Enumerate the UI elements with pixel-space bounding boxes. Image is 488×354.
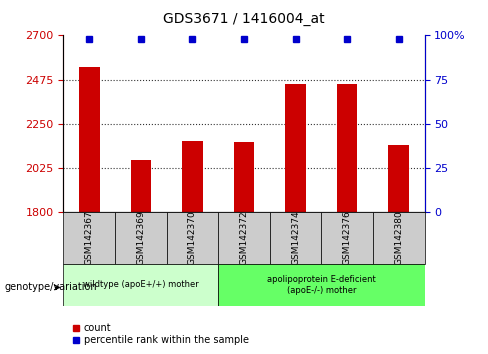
- Bar: [182, 141, 203, 212]
- Text: GSM142374: GSM142374: [291, 211, 300, 266]
- Bar: [285, 84, 306, 212]
- Text: genotype/variation: genotype/variation: [5, 282, 98, 292]
- FancyBboxPatch shape: [270, 212, 322, 264]
- Bar: [79, 67, 100, 212]
- Text: apolipoprotein E-deficient
(apoE-/-) mother: apolipoprotein E-deficient (apoE-/-) mot…: [267, 275, 376, 295]
- FancyBboxPatch shape: [322, 212, 373, 264]
- FancyBboxPatch shape: [373, 212, 425, 264]
- Bar: [234, 142, 254, 212]
- Text: GDS3671 / 1416004_at: GDS3671 / 1416004_at: [163, 12, 325, 27]
- Text: GSM142380: GSM142380: [394, 211, 403, 266]
- FancyBboxPatch shape: [218, 264, 425, 306]
- Bar: [337, 84, 358, 212]
- Text: GSM142367: GSM142367: [85, 211, 94, 266]
- Bar: [388, 144, 409, 212]
- Text: GSM142370: GSM142370: [188, 211, 197, 266]
- Text: GSM142372: GSM142372: [240, 211, 248, 266]
- FancyBboxPatch shape: [63, 264, 218, 306]
- FancyBboxPatch shape: [115, 212, 166, 264]
- Text: wildtype (apoE+/+) mother: wildtype (apoE+/+) mother: [83, 280, 199, 290]
- Text: GSM142369: GSM142369: [136, 211, 145, 266]
- FancyBboxPatch shape: [218, 212, 270, 264]
- Text: GSM142376: GSM142376: [343, 211, 352, 266]
- Legend: count, percentile rank within the sample: count, percentile rank within the sample: [68, 319, 253, 349]
- FancyBboxPatch shape: [166, 212, 218, 264]
- Bar: [130, 160, 151, 212]
- FancyBboxPatch shape: [63, 212, 115, 264]
